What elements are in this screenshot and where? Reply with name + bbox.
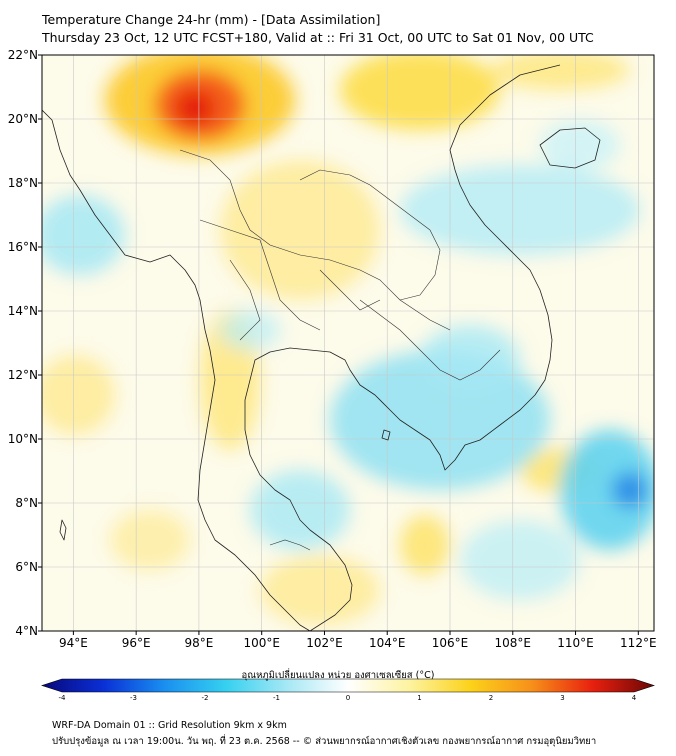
longitude-axis: 94°E 96°E 98°E 100°E 102°E 104°E 106°E 108°E 110… xyxy=(59,631,657,650)
map-frame xyxy=(41,54,655,632)
thai-provinces xyxy=(199,219,321,331)
colorbar-label: อุณหภูมิเปลี่ยนแปลง หน่วย องศาเซลเซียส (… xyxy=(241,670,435,681)
lon-tick-label-0: 94°E xyxy=(59,636,88,650)
lon-tick-label-9: 112°E xyxy=(620,636,657,650)
cool-anomaly-south xyxy=(460,520,580,600)
andaman-island xyxy=(59,519,67,541)
lon-tick-label-8: 110°E xyxy=(557,636,594,650)
warm-anomaly-northeast xyxy=(490,55,630,90)
footer-model-info: WRF-DA Domain 01 :: Grid Resolution 9km … xyxy=(52,720,287,731)
lon-tick-label-7: 108°E xyxy=(495,636,532,650)
cool-anomaly-hainan xyxy=(540,120,620,170)
map-coastlines xyxy=(42,64,601,631)
map-plot-area xyxy=(42,55,654,631)
colorbar-tick-label-7: 3 xyxy=(560,694,564,702)
thai-provinces-west xyxy=(229,259,261,341)
lat-tick-label-9: 22°N xyxy=(8,48,38,62)
phu-quoc-island xyxy=(381,429,391,441)
map-gridlines xyxy=(42,55,654,631)
thai-provinces-northeast xyxy=(319,269,381,311)
map-title: Temperature Change 24-hr (mm) - [Data As… xyxy=(42,12,381,27)
lon-tick-label-4: 102°E xyxy=(306,636,343,650)
lon-tick-label-1: 96°E xyxy=(122,636,151,650)
warm-anomaly-south xyxy=(400,515,450,575)
colorbar-ticks: -4 -3 -2 -1 0 1 2 3 4 xyxy=(59,694,637,702)
warm-anomaly-north xyxy=(340,55,500,130)
colorbar-tick-label-8: 4 xyxy=(632,694,637,702)
warm-anomaly-andaman xyxy=(42,355,115,435)
temperature-field xyxy=(42,55,654,625)
coastline-gulf-vietnam xyxy=(244,64,561,631)
lon-tick-label-3: 100°E xyxy=(243,636,280,650)
colorbar-tick-label-2: -2 xyxy=(202,694,209,702)
lat-tick-label-7: 18°N xyxy=(8,176,38,190)
lat-tick-label-4: 12°N xyxy=(8,368,38,382)
warm-anomaly-malay xyxy=(260,555,380,625)
warm-anomaly-southwest xyxy=(110,510,190,570)
colorbar-tick-label-6: 2 xyxy=(489,694,493,702)
border-laos xyxy=(299,169,441,301)
colorbar-gradient xyxy=(41,678,655,693)
lon-tick-label-5: 104°E xyxy=(369,636,406,650)
cool-anomaly-peak xyxy=(612,472,648,508)
cool-anomaly-northeast xyxy=(400,165,640,255)
footer-update-info: ปรับปรุงข้อมูล ณ เวลา 19:00น. วัน พฤ. ที… xyxy=(52,736,597,747)
lon-tick-label-2: 98°E xyxy=(184,636,213,650)
colorbar-tick-label-1: -3 xyxy=(130,694,137,702)
lat-tick-label-6: 16°N xyxy=(8,240,38,254)
latitude-axis: 4°N 6°N 8°N 10°N 12°N 14°N 16°N 18°N 20°N 22°N xyxy=(8,48,42,638)
lat-tick-label-3: 10°N xyxy=(8,432,38,446)
cool-anomaly-west xyxy=(42,195,125,275)
warm-anomaly-central xyxy=(220,160,380,300)
hainan-island xyxy=(539,127,601,169)
lat-tick-label-0: 4°N xyxy=(15,624,38,638)
lat-tick-label-2: 8°N xyxy=(15,496,38,510)
cool-anomaly-southeast xyxy=(560,430,654,550)
colorbar-tick-label-5: 1 xyxy=(417,694,421,702)
colorbar-tick-label-3: -1 xyxy=(273,694,280,702)
colorbar-tick-label-0: -4 xyxy=(59,694,67,702)
border-malaysia xyxy=(269,539,311,551)
coastline-west xyxy=(42,109,311,631)
cool-anomaly-cambodia xyxy=(420,325,520,395)
border-cambodia xyxy=(359,299,501,381)
lat-tick-label-1: 6°N xyxy=(15,560,38,574)
map-borders xyxy=(179,149,501,551)
colorbar: -4 -3 -2 -1 0 1 2 3 4 xyxy=(41,678,655,702)
colorbar-tick-label-4: 0 xyxy=(346,694,350,702)
hot-anomaly-peak xyxy=(175,90,215,126)
lat-tick-label-5: 14°N xyxy=(8,304,38,318)
lon-tick-label-6: 106°E xyxy=(432,636,469,650)
cool-anomaly-peninsula xyxy=(250,470,350,550)
map-subtitle: Thursday 23 Oct, 12 UTC FCST+180, Valid … xyxy=(42,30,594,45)
lat-tick-label-8: 20°N xyxy=(8,112,38,126)
